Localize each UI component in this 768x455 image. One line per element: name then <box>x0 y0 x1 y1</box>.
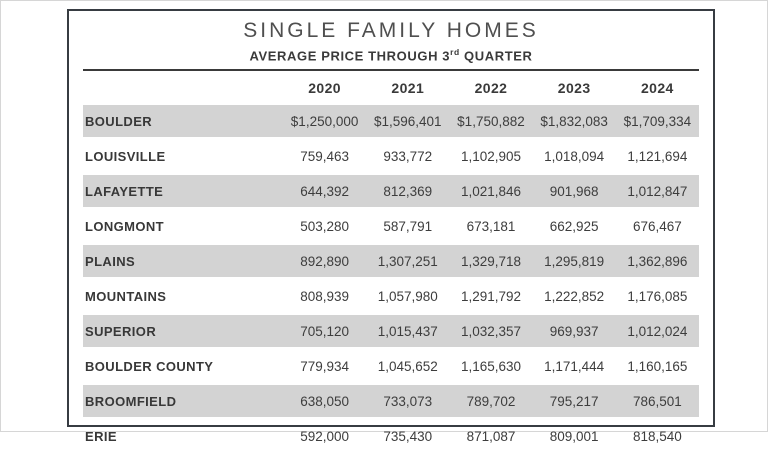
price-cell: $1,709,334 <box>615 105 699 141</box>
price-cell: 1,015,437 <box>366 315 450 351</box>
table-row: BROOMFIELD 638,050 733,073 789,702 795,217 78… <box>83 385 699 421</box>
price-cell: 1,012,847 <box>615 175 699 211</box>
price-cell: $1,596,401 <box>366 105 450 141</box>
price-cell: 1,307,251 <box>366 245 450 281</box>
price-table-card: SINGLE FAMILY HOMES AVERAGE PRICE THROUG… <box>67 9 715 455</box>
price-cell: 1,362,896 <box>615 245 699 281</box>
price-cell: 1,160,165 <box>615 350 699 386</box>
price-table: 2020 2021 2022 2023 2024 BOULDER $1,250,0… <box>83 71 699 455</box>
table-row: SUPERIOR 705,120 1,015,437 1,032,357 969,937… <box>83 315 699 351</box>
price-cell: 818,540 <box>615 420 699 455</box>
price-cell: 901,968 <box>532 175 616 211</box>
row-label: SUPERIOR <box>83 315 283 351</box>
price-cell: 503,280 <box>283 210 367 246</box>
price-cell: $1,832,083 <box>532 105 616 141</box>
price-cell: 733,073 <box>366 385 450 421</box>
row-label: ERIE <box>83 420 283 455</box>
price-cell: 795,217 <box>532 385 616 421</box>
title-divider <box>83 69 699 72</box>
year-header: 2023 <box>557 80 591 97</box>
price-cell: 1,032,357 <box>449 315 533 351</box>
price-cell: 735,430 <box>366 420 450 455</box>
subtitle-suffix: QUARTER <box>459 48 533 64</box>
price-cell: 673,181 <box>449 210 533 246</box>
year-header: 2021 <box>391 80 425 97</box>
price-cell: 1,222,852 <box>532 280 616 316</box>
price-cell: 1,018,094 <box>532 140 616 176</box>
price-cell: $1,750,882 <box>449 105 533 141</box>
price-cell: 676,467 <box>615 210 699 246</box>
price-cell: 933,772 <box>366 140 450 176</box>
price-cell: 587,791 <box>366 210 450 246</box>
row-label: LOUISVILLE <box>83 140 283 176</box>
year-header: 2022 <box>474 80 508 97</box>
table-row: BOULDER $1,250,000 $1,596,401 $1,750,882 $1,… <box>83 105 699 141</box>
table-row: ERIE 592,000 735,430 871,087 809,001 818,540 <box>83 420 699 455</box>
row-label: MOUNTAINS <box>83 280 283 316</box>
price-cell: 705,120 <box>283 315 367 351</box>
row-label: PLAINS <box>83 245 283 281</box>
price-cell: 638,050 <box>283 385 367 421</box>
price-cell: 1,121,694 <box>615 140 699 176</box>
price-cell: 592,000 <box>283 420 367 455</box>
price-cell: 1,021,846 <box>449 175 533 211</box>
row-label: BROOMFIELD <box>83 385 283 421</box>
year-header: 2020 <box>308 80 341 97</box>
price-cell: 969,937 <box>532 315 616 351</box>
row-label: LONGMONT <box>83 210 283 246</box>
page-title: SINGLE FAMILY HOMES <box>243 19 539 42</box>
year-header-row: 2020 2021 2022 2023 2024 <box>83 71 699 105</box>
price-cell: $1,250,000 <box>283 105 367 141</box>
price-cell: 786,501 <box>615 385 699 421</box>
table-row: MOUNTAINS 808,939 1,057,980 1,291,792 1,222,… <box>83 280 699 316</box>
price-cell: 1,291,792 <box>449 280 533 316</box>
price-cell: 892,890 <box>283 245 367 281</box>
price-cell: 1,329,718 <box>449 245 533 281</box>
subtitle-ordinal: rd <box>450 47 460 57</box>
table-row: LAFAYETTE 644,392 812,369 1,021,846 901,968 1… <box>83 175 699 211</box>
table-row: LOUISVILLE 759,463 933,772 1,102,905 1,018,0… <box>83 140 699 176</box>
price-cell: 1,102,905 <box>449 140 533 176</box>
row-label: BOULDER <box>83 105 283 141</box>
price-cell: 871,087 <box>449 420 533 455</box>
price-cell: 789,702 <box>449 385 533 421</box>
price-cell: 1,057,980 <box>366 280 450 316</box>
price-cell: 1,012,024 <box>615 315 699 351</box>
price-cell: 1,295,819 <box>532 245 616 281</box>
price-cell: 662,925 <box>532 210 616 246</box>
price-cell: 808,939 <box>283 280 367 316</box>
row-label: BOULDER COUNTY <box>83 350 283 386</box>
price-cell: 1,171,444 <box>532 350 616 386</box>
price-cell: 644,392 <box>283 175 367 211</box>
price-cell: 1,176,085 <box>615 280 699 316</box>
row-label: LAFAYETTE <box>83 175 283 211</box>
table-row: PLAINS 892,890 1,307,251 1,329,718 1,295,819… <box>83 245 699 281</box>
subtitle-prefix: AVERAGE PRICE THROUGH 3 <box>249 48 451 64</box>
price-cell: 759,463 <box>283 140 367 176</box>
price-cell: 1,165,630 <box>449 350 533 386</box>
page-subtitle: AVERAGE PRICE THROUGH 3rd QUARTER <box>83 44 699 64</box>
price-cell: 812,369 <box>366 175 450 211</box>
price-cell: 809,001 <box>532 420 616 455</box>
year-header: 2024 <box>641 80 674 97</box>
price-cell: 1,045,652 <box>366 350 450 386</box>
table-row: LONGMONT 503,280 587,791 673,181 662,925 676,… <box>83 210 699 246</box>
price-cell: 779,934 <box>283 350 367 386</box>
corner-cell <box>83 71 283 105</box>
table-row: BOULDER COUNTY 779,934 1,045,652 1,165,630 1… <box>83 350 699 386</box>
